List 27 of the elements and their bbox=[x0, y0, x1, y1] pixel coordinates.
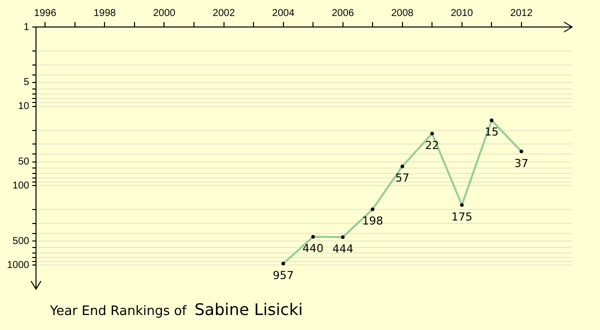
data-label: 22 bbox=[425, 138, 440, 152]
x-tick-label: 2000 bbox=[153, 8, 176, 19]
data-label: 444 bbox=[332, 242, 354, 256]
data-label: 37 bbox=[514, 156, 528, 170]
y-tick-label: 1000 bbox=[6, 260, 30, 271]
y-tick-label: 50 bbox=[18, 156, 30, 168]
x-tick-label: 2010 bbox=[450, 8, 474, 19]
data-label: 198 bbox=[362, 214, 384, 228]
x-tick-label: 2002 bbox=[212, 8, 236, 19]
x-tick-label: 2006 bbox=[332, 8, 354, 19]
y-tick-label: 5 bbox=[24, 77, 30, 88]
y-tick-label: 10 bbox=[18, 101, 30, 112]
text: Sabine Lisicki bbox=[194, 300, 303, 319]
y-tick-label: 500 bbox=[12, 236, 30, 247]
data-label: 440 bbox=[302, 242, 324, 256]
x-tick-label: 1998 bbox=[94, 8, 116, 19]
data-label: 175 bbox=[451, 210, 472, 224]
x-tick-label: 2012 bbox=[510, 8, 533, 19]
x-tick-label: 2008 bbox=[391, 8, 414, 19]
data-label: 15 bbox=[484, 126, 499, 139]
text: Year End Rankings of bbox=[50, 304, 187, 319]
y-tick-label: 1 bbox=[24, 22, 30, 33]
x-tick-label: 1996 bbox=[34, 8, 57, 19]
data-label: 57 bbox=[395, 172, 410, 185]
y-tick-label: 100 bbox=[12, 180, 30, 192]
data-label: 957 bbox=[272, 268, 294, 282]
x-tick-label: 2004 bbox=[272, 8, 295, 19]
